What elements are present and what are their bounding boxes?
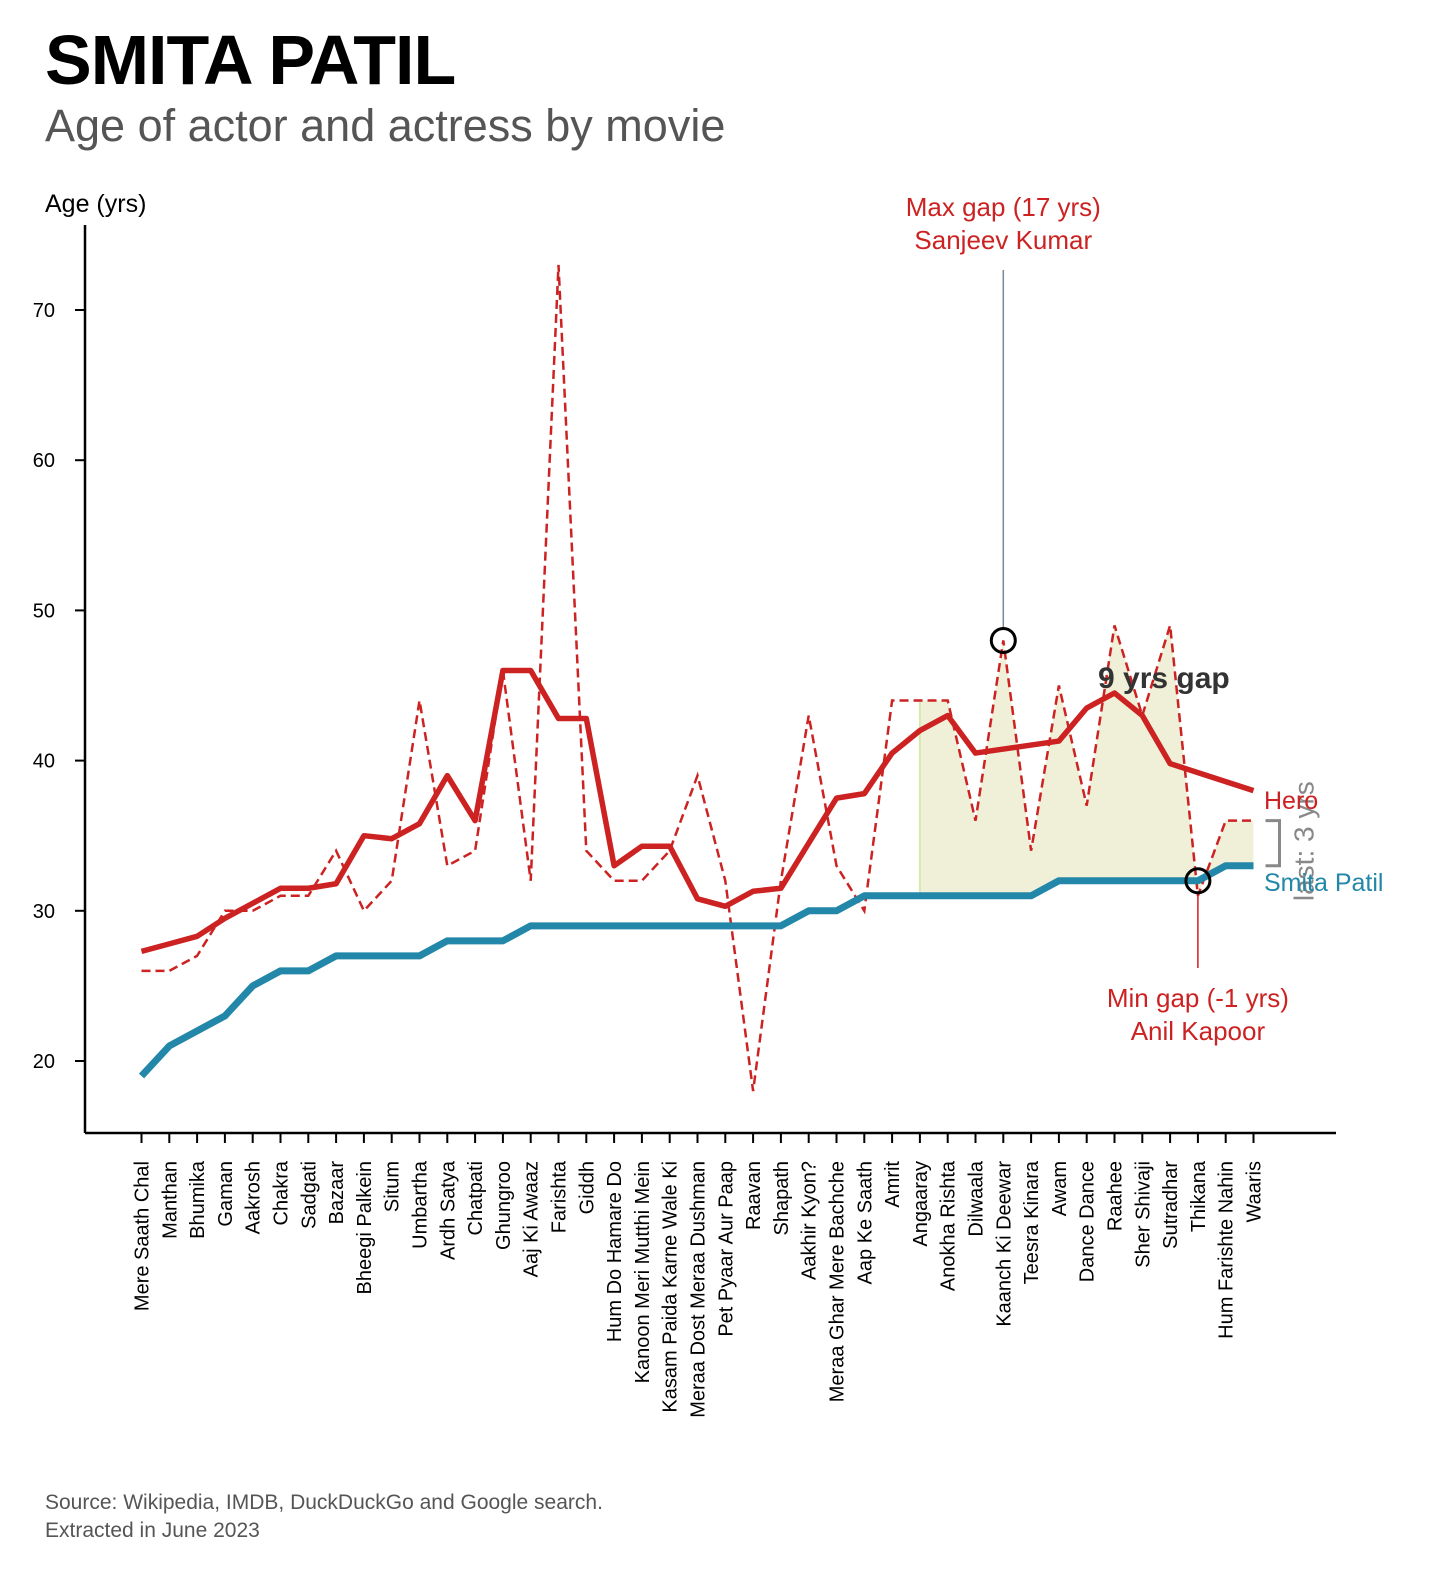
min-gap-actor: Anil Kapoor <box>1131 1016 1266 1046</box>
y-tick-label: 50 <box>33 600 55 622</box>
max-gap-label: Max gap (17 yrs) <box>906 192 1101 222</box>
y-tick-label: 70 <box>33 300 55 322</box>
x-tick-label: Situm <box>382 1161 404 1212</box>
x-tick-label: Awam <box>1049 1161 1071 1216</box>
last-gap-label: last: 3 yrs <box>1289 781 1320 901</box>
x-tick-label: Aap Ke Saath <box>854 1161 876 1284</box>
actress-series-label: Smita Patil <box>1264 869 1383 897</box>
x-tick-label: Chakra <box>271 1160 293 1225</box>
x-tick-label: Teesra Kinara <box>1021 1160 1043 1284</box>
x-tick-label: Sher Shivaji <box>1132 1161 1154 1268</box>
x-tick-label: Aakhir Kyon? <box>799 1161 821 1280</box>
x-tick-label: Kanoon Meri Mutthi Mein <box>632 1161 654 1383</box>
x-tick-label: Bazaar <box>326 1161 348 1225</box>
y-tick-label: 20 <box>33 1051 55 1073</box>
extraction-date: Extracted in June 2023 <box>45 1519 260 1542</box>
x-tick-label: Hum Farishte Nahin <box>1216 1161 1238 1339</box>
gap-shade-area <box>919 625 1254 896</box>
actress-age-line <box>138 862 1254 1079</box>
x-tick-label: Aakrosh <box>243 1161 265 1234</box>
x-tick-label: Shapath <box>771 1161 793 1236</box>
x-tick-label: Manthan <box>159 1161 181 1239</box>
chart-title: SMITA PATIL <box>45 21 456 99</box>
x-tick-label: Bheegi Palkein <box>354 1161 376 1294</box>
y-tick-label: 60 <box>33 450 55 472</box>
x-tick-label: Hum Do Hamare Do <box>604 1161 626 1342</box>
x-tick-label: Pet Pyaar Aur Paap <box>715 1161 737 1337</box>
x-tick-label: Thikana <box>1188 1160 1210 1232</box>
x-tick-label: Ardh Satya <box>437 1160 459 1260</box>
x-tick-label: Gaman <box>215 1161 237 1227</box>
x-tick-label: Waaris <box>1244 1161 1266 1222</box>
y-tick-label: 30 <box>33 901 55 923</box>
chart-subtitle: Age of actor and actress by movie <box>45 100 726 151</box>
max-gap-actor: Sanjeev Kumar <box>914 225 1092 255</box>
source-note: Source: Wikipedia, IMDB, DuckDuckGo and … <box>45 1489 603 1545</box>
y-tick-label: 40 <box>33 751 55 773</box>
gap-label: 9 yrs gap <box>1098 662 1230 695</box>
x-tick-label: Meraa Dost Meraa Dushman <box>688 1161 710 1418</box>
x-tick-label: Sutradhar <box>1160 1161 1182 1249</box>
x-tick-label: Raavan <box>743 1161 765 1230</box>
x-tick-label: Sadgati <box>298 1161 320 1229</box>
x-tick-label: Giddh <box>576 1161 598 1214</box>
x-tick-label: Farishta <box>549 1160 571 1233</box>
source-line: Source: Wikipedia, IMDB, DuckDuckGo and … <box>45 1491 603 1514</box>
x-tick-label: Kaanch Ki Deewar <box>993 1161 1015 1327</box>
min-gap-marker <box>1184 867 1212 895</box>
last-gap-bracket <box>1265 819 1281 868</box>
x-tick-label: Angaaray <box>910 1161 932 1247</box>
x-tick-label: Aaj Ki Awaaz <box>521 1161 543 1277</box>
x-tick-label: Dilwaala <box>966 1160 988 1236</box>
min-gap-label: Min gap (-1 yrs) <box>1107 983 1289 1013</box>
x-tick-label: Ghungroo <box>493 1161 515 1250</box>
y-axis-label: Age (yrs) <box>45 190 146 218</box>
hero-series-label: Hero <box>1264 787 1318 815</box>
x-tick-label: Mere Saath Chal <box>132 1161 154 1311</box>
x-tick-label: Kasam Paida Karne Wale Ki <box>660 1161 682 1413</box>
x-tick-label: Bhumika <box>187 1160 209 1239</box>
hero-age-dashed-line <box>141 264 1254 1092</box>
hero-age-rolling-line <box>140 667 1255 955</box>
x-tick-label: Raahee <box>1105 1161 1127 1231</box>
x-tick-label: Chatpati <box>465 1161 487 1236</box>
x-tick-label: Umbartha <box>410 1160 432 1249</box>
x-tick-label: Amrit <box>882 1161 904 1208</box>
x-tick-label: Dance Dance <box>1077 1161 1099 1282</box>
max-gap-marker <box>989 626 1017 654</box>
x-tick-label: Anokha Rishta <box>938 1160 960 1291</box>
x-tick-label: Meraa Ghar Mere Bachche <box>827 1161 849 1402</box>
